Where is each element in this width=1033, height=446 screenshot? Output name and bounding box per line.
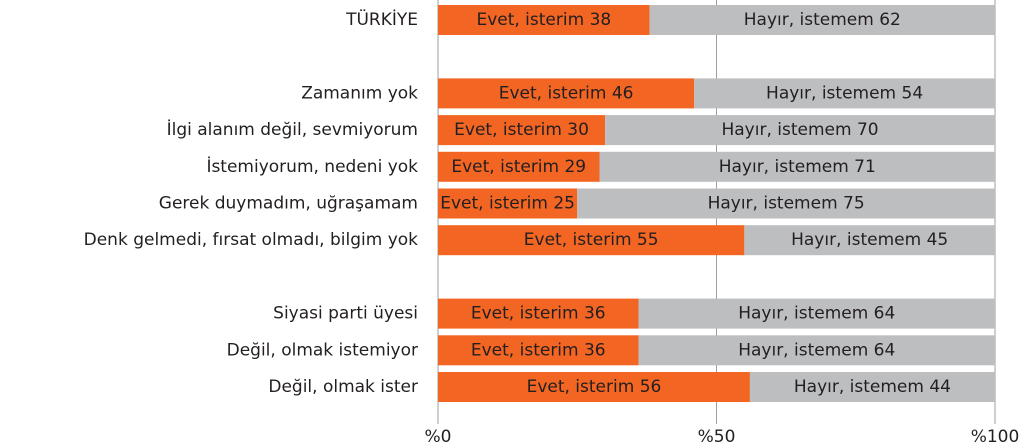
category-label: Zamanım yok xyxy=(301,83,418,103)
value-label: Evet, isterim 29 xyxy=(451,157,586,177)
value-label: Evet, isterim 56 xyxy=(527,377,662,397)
x-tick-label: %50 xyxy=(698,427,736,446)
bar-segment xyxy=(438,335,639,366)
value-label: Hayır, istemem 70 xyxy=(721,120,878,140)
value-label: Evet, isterim 46 xyxy=(499,83,634,103)
value-label: Evet, isterim 36 xyxy=(471,340,606,360)
bar-segment xyxy=(438,188,578,219)
bar-segment xyxy=(438,225,745,256)
category-label: Siyasi parti üyesi xyxy=(273,304,418,324)
value-label: Evet, isterim 30 xyxy=(454,120,589,140)
category-label: Denk gelmedi, fırsat olmadı, bilgim yok xyxy=(84,230,419,250)
bar-segment xyxy=(438,78,695,109)
bar-segment xyxy=(577,188,995,219)
bar-segment xyxy=(638,298,995,329)
bar-segment xyxy=(638,335,995,366)
bar-segment xyxy=(438,5,650,35)
bar-segment xyxy=(649,5,995,35)
bar-segment xyxy=(438,298,639,329)
value-label: Evet, isterim 55 xyxy=(524,230,659,250)
value-label: Hayır, istemem 64 xyxy=(738,304,895,324)
value-label: Hayır, istemem 45 xyxy=(791,230,948,250)
category-label: Değil, olmak ister xyxy=(268,377,418,397)
value-label: Hayır, istemem 62 xyxy=(744,10,901,30)
value-label: Evet, isterim 38 xyxy=(476,10,611,30)
x-tick-label: %100 xyxy=(971,427,1020,446)
value-label: Evet, isterim 36 xyxy=(471,304,606,324)
bar-segment xyxy=(694,78,995,109)
value-label: Hayır, istemem 44 xyxy=(794,377,951,397)
bar-segment xyxy=(749,372,995,402)
bar-segment xyxy=(438,372,750,402)
bar-segment xyxy=(438,151,600,182)
bar-segment xyxy=(438,115,606,146)
value-label: Hayır, istemem 64 xyxy=(738,340,895,360)
value-label: Evet, isterim 25 xyxy=(440,194,575,214)
category-label: TÜRKİYE xyxy=(345,8,418,30)
x-tick-label: %0 xyxy=(425,427,452,446)
bar-segment xyxy=(599,151,995,182)
category-label: İstemiyorum, nedeni yok xyxy=(206,156,418,177)
bar-segment xyxy=(605,115,995,146)
category-label: İlgi alanım değil, sevmiyorum xyxy=(167,119,418,140)
bar-segment xyxy=(744,225,995,256)
category-label: Gerek duymadım, uğraşamam xyxy=(159,194,418,214)
value-label: Hayır, istemem 54 xyxy=(766,83,923,103)
value-label: Hayır, istemem 75 xyxy=(708,194,865,214)
value-label: Hayır, istemem 71 xyxy=(719,157,876,177)
category-label: Değil, olmak istemiyor xyxy=(227,340,418,360)
